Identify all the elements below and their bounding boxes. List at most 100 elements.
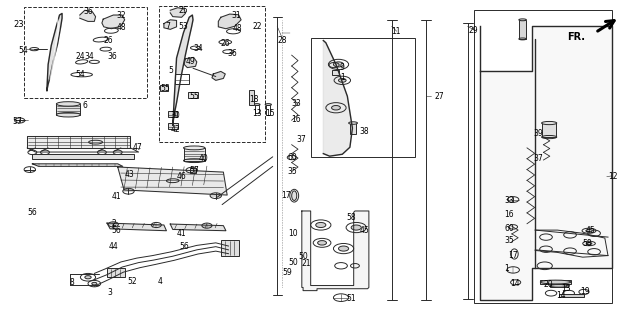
Text: 42: 42	[171, 125, 180, 134]
Text: 29: 29	[469, 26, 479, 35]
Circle shape	[318, 241, 327, 245]
Polygon shape	[212, 71, 225, 80]
Text: 51: 51	[347, 294, 356, 303]
Text: 24: 24	[75, 52, 85, 61]
Text: 49: 49	[186, 57, 196, 66]
Text: 12: 12	[608, 172, 618, 181]
Ellipse shape	[586, 229, 592, 232]
Ellipse shape	[550, 284, 567, 287]
Text: 9: 9	[340, 63, 345, 72]
Text: 28: 28	[278, 36, 287, 45]
Polygon shape	[323, 41, 353, 156]
Text: 56: 56	[179, 242, 189, 251]
Polygon shape	[218, 14, 241, 29]
Text: 39: 39	[533, 129, 543, 138]
Text: 25: 25	[178, 6, 188, 15]
Text: 53: 53	[178, 22, 188, 31]
Polygon shape	[102, 15, 125, 29]
Bar	[221, 240, 238, 256]
Text: 41: 41	[112, 192, 122, 201]
Text: 46: 46	[176, 172, 186, 181]
Ellipse shape	[254, 104, 260, 106]
Text: 3: 3	[107, 288, 112, 297]
Bar	[249, 90, 254, 105]
Text: 10: 10	[288, 229, 298, 238]
Text: 16: 16	[292, 115, 301, 124]
Text: 36: 36	[227, 49, 237, 58]
Polygon shape	[107, 223, 167, 231]
Text: 37: 37	[533, 154, 543, 163]
Bar	[519, 20, 526, 39]
Text: 57: 57	[12, 116, 22, 126]
Text: 21: 21	[301, 260, 311, 268]
Text: 17: 17	[508, 251, 518, 260]
Text: 26: 26	[103, 36, 113, 45]
Circle shape	[85, 276, 91, 279]
Text: 54: 54	[75, 70, 85, 79]
Text: 27: 27	[435, 92, 444, 101]
Text: 54: 54	[18, 45, 28, 55]
Text: 33: 33	[504, 196, 514, 205]
Circle shape	[333, 62, 344, 67]
Text: 33: 33	[292, 100, 301, 108]
Text: 15: 15	[265, 109, 275, 118]
Ellipse shape	[541, 122, 557, 124]
Polygon shape	[118, 167, 227, 195]
Polygon shape	[171, 8, 185, 17]
Text: 36: 36	[83, 7, 93, 16]
Text: 44: 44	[108, 242, 118, 251]
Text: 43: 43	[125, 170, 134, 179]
Bar	[474, 10, 612, 303]
Text: 35: 35	[287, 167, 297, 176]
Text: 52: 52	[127, 277, 137, 286]
Text: 57: 57	[189, 166, 199, 175]
Ellipse shape	[265, 104, 271, 106]
Text: 18: 18	[249, 95, 259, 104]
Bar	[24, 7, 148, 98]
Circle shape	[316, 222, 326, 228]
Bar	[550, 284, 567, 287]
Ellipse shape	[56, 113, 81, 117]
Text: 17: 17	[281, 190, 291, 200]
Text: 58: 58	[583, 239, 592, 248]
Polygon shape	[164, 20, 176, 29]
Text: 32: 32	[117, 11, 126, 20]
Polygon shape	[172, 15, 193, 125]
Text: 37: 37	[297, 135, 306, 144]
Bar	[160, 85, 168, 91]
Text: 13: 13	[252, 109, 262, 118]
Text: 50: 50	[288, 258, 298, 267]
Bar	[266, 105, 270, 115]
Text: 4: 4	[158, 277, 162, 286]
Ellipse shape	[56, 102, 81, 106]
Bar	[540, 280, 571, 284]
Bar	[190, 168, 195, 173]
Polygon shape	[302, 211, 369, 291]
Bar	[175, 74, 189, 84]
Bar	[168, 123, 178, 129]
Text: FR.: FR.	[567, 32, 585, 42]
Text: 30: 30	[171, 111, 180, 120]
Text: 16: 16	[504, 210, 514, 219]
Text: 13: 13	[561, 284, 571, 292]
Circle shape	[339, 78, 346, 82]
Text: 36: 36	[107, 52, 117, 61]
Circle shape	[351, 225, 361, 230]
Ellipse shape	[292, 191, 297, 200]
Circle shape	[92, 282, 97, 285]
Bar	[255, 105, 259, 114]
Polygon shape	[480, 26, 612, 300]
Text: 1: 1	[504, 264, 509, 274]
Text: 35: 35	[504, 236, 514, 245]
Polygon shape	[27, 136, 131, 148]
Ellipse shape	[586, 242, 592, 244]
Text: 40: 40	[198, 154, 209, 163]
Bar	[311, 38, 415, 157]
Text: 20: 20	[543, 280, 553, 289]
Text: 22: 22	[252, 22, 262, 31]
Text: 60: 60	[287, 153, 297, 162]
Polygon shape	[80, 10, 96, 21]
Text: 23: 23	[13, 20, 24, 29]
Bar	[159, 6, 265, 141]
Text: 11: 11	[391, 27, 401, 36]
